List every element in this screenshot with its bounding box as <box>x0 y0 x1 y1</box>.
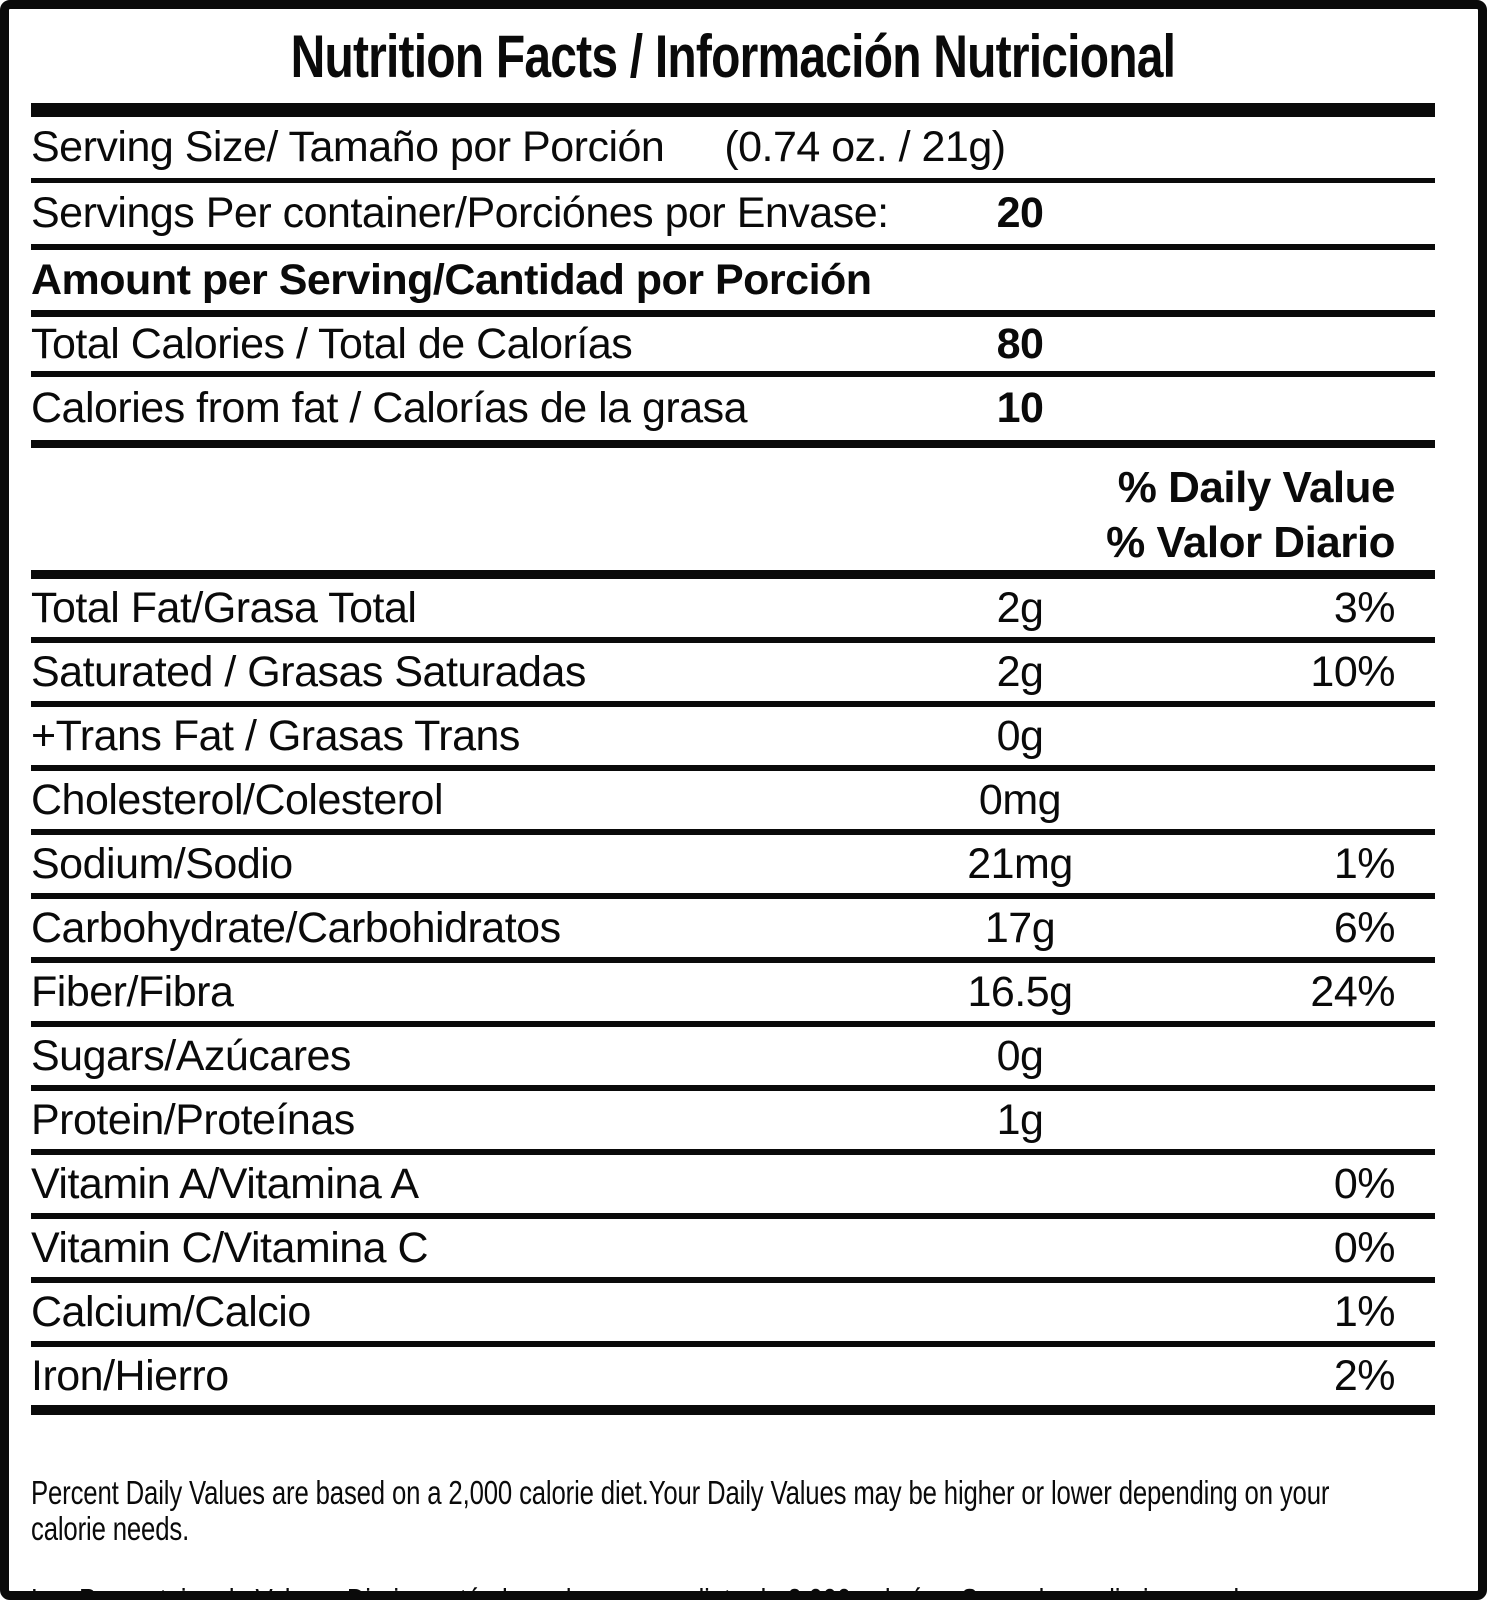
nutrient-row-protein: Protein/Proteínas 1g <box>31 1091 1435 1155</box>
nutrient-amount: 0g <box>996 711 1044 760</box>
footnote-spanish: Los Porcentajes de Valores Diarios están… <box>31 1583 1435 1592</box>
nutrient-amount: 16.5g <box>967 967 1073 1016</box>
nutrient-amount: 2g <box>996 647 1044 696</box>
nutrient-amount: 17g <box>984 903 1056 952</box>
nutrient-label: Fiber/Fibra <box>31 967 234 1016</box>
amount-per-serving-header: Amount per Serving/Cantidad por Porción <box>31 250 1435 317</box>
amount-per-serving-text: Amount per Serving/Cantidad por Porción <box>31 255 872 304</box>
calories-from-fat-label: Calories from fat / Calorías de la grasa <box>31 384 748 432</box>
serving-size-row: Serving Size/ Tamaño por Porción (0.74 o… <box>31 117 1435 183</box>
daily-value-header-en: % Daily Value <box>1117 463 1396 512</box>
nutrient-dv: 2% <box>1333 1351 1396 1400</box>
nutrient-row-cholesterol: Cholesterol/Colesterol 0mg <box>31 771 1435 835</box>
serving-size-value: (0.74 oz. / 21g) <box>724 123 1006 171</box>
nutrient-dv: 24% <box>1310 967 1395 1016</box>
nutrient-dv: 1% <box>1333 1287 1396 1336</box>
nutrient-label: Sodium/Sodio <box>31 839 293 888</box>
nutrient-label: +Trans Fat / Grasas Trans <box>31 711 520 760</box>
nutrient-row-vitamin-a: Vitamin A/Vitamina A 0% <box>31 1155 1435 1219</box>
nutrient-row-fiber: Fiber/Fibra 16.5g 24% <box>31 963 1435 1027</box>
nutrient-row-vitamin-c: Vitamin C/Vitamina C 0% <box>31 1219 1435 1283</box>
nutrient-label: Sugars/Azúcares <box>31 1031 351 1080</box>
nutrient-label: Vitamin A/Vitamina A <box>31 1159 419 1208</box>
nutrient-label: Total Fat/Grasa Total <box>31 583 417 632</box>
nutrient-dv: 3% <box>1333 583 1396 632</box>
label-title: Nutrition Facts / Información Nutriciona… <box>290 22 1176 90</box>
nutrient-label: Calcium/Calcio <box>31 1287 311 1336</box>
nutrient-row-calcium: Calcium/Calcio 1% <box>31 1283 1435 1347</box>
servings-per-container-label: Servings Per container/Porciónes por Env… <box>31 189 889 237</box>
calories-from-fat-row: Calories from fat / Calorías de la grasa… <box>31 377 1435 448</box>
nutrient-row-trans-fat: +Trans Fat / Grasas Trans 0g <box>31 707 1435 771</box>
nutrient-amount: 0mg <box>978 775 1062 824</box>
nutrient-amount: 1g <box>996 1095 1044 1144</box>
servings-per-container-row: Servings Per container/Porciónes por Env… <box>31 183 1435 250</box>
calories-from-fat-value: 10 <box>996 384 1044 432</box>
nutrient-dv: 0% <box>1333 1223 1396 1272</box>
total-calories-value: 80 <box>996 319 1044 368</box>
nutrient-row-total-fat: Total Fat/Grasa Total 2g 3% <box>31 579 1435 643</box>
nutrient-dv: 6% <box>1333 903 1396 952</box>
daily-value-footnote: Percent Daily Values are based on a 2,00… <box>31 1415 1435 1592</box>
daily-value-header-es: % Valor Diario <box>1106 518 1395 567</box>
total-calories-row: Total Calories / Total de Calorías 80 <box>31 317 1435 377</box>
nutrient-label: Iron/Hierro <box>31 1351 229 1400</box>
daily-value-header-block: % Daily Value % Valor Diario <box>31 448 1435 579</box>
nutrient-amount: 0g <box>996 1031 1044 1080</box>
nutrient-dv: 1% <box>1333 839 1396 888</box>
nutrient-row-carbohydrate: Carbohydrate/Carbohidratos 17g 6% <box>31 899 1435 963</box>
nutrient-amount: 2g <box>996 583 1044 632</box>
nutrient-row-saturated-fat: Saturated / Grasas Saturadas 2g 10% <box>31 643 1435 707</box>
nutrient-label: Vitamin C/Vitamina C <box>31 1223 429 1272</box>
nutrient-row-sugars: Sugars/Azúcares 0g <box>31 1027 1435 1091</box>
nutrient-dv: 10% <box>1310 647 1395 696</box>
title-divider-bar <box>31 103 1435 117</box>
nutrient-dv: 0% <box>1333 1159 1396 1208</box>
nutrient-label: Carbohydrate/Carbohidratos <box>31 903 561 952</box>
total-calories-label: Total Calories / Total de Calorías <box>31 319 633 368</box>
nutrient-row-iron: Iron/Hierro 2% <box>31 1347 1435 1415</box>
servings-per-container-value: 20 <box>996 189 1044 237</box>
nutrient-label: Protein/Proteínas <box>31 1095 355 1144</box>
serving-size-label: Serving Size/ Tamaño por Porción <box>31 123 665 171</box>
nutrient-label: Saturated / Grasas Saturadas <box>31 647 586 696</box>
footnote-english: Percent Daily Values are based on a 2,00… <box>31 1474 1330 1547</box>
nutrient-amount: 21mg <box>967 839 1073 888</box>
nutrient-label: Cholesterol/Colesterol <box>31 775 444 824</box>
label-title-row: Nutrition Facts / Información Nutriciona… <box>31 9 1435 103</box>
nutrient-row-sodium: Sodium/Sodio 21mg 1% <box>31 835 1435 899</box>
